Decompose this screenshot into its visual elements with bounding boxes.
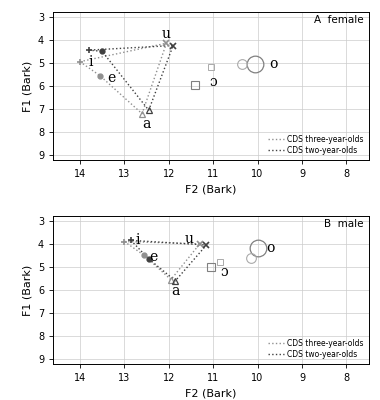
Text: u: u [162,27,171,41]
Text: a: a [171,284,179,298]
Legend: CDS three-year-olds, CDS two-year-olds: CDS three-year-olds, CDS two-year-olds [267,133,365,156]
Text: ɔ: ɔ [209,76,217,90]
Text: ɔ: ɔ [220,264,228,278]
Text: i: i [135,233,140,247]
Legend: CDS three-year-olds, CDS two-year-olds: CDS three-year-olds, CDS two-year-olds [267,337,365,360]
Text: a: a [142,117,151,131]
X-axis label: F2 (Bark): F2 (Bark) [185,184,237,194]
Text: o: o [269,57,277,71]
Y-axis label: F1 (Bark): F1 (Bark) [22,264,32,316]
Text: i: i [89,55,93,69]
Text: B  male: B male [325,219,364,229]
X-axis label: F2 (Bark): F2 (Bark) [185,388,237,398]
Text: e: e [149,250,157,264]
Text: e: e [107,71,115,85]
Text: A  female: A female [314,15,364,25]
Y-axis label: F1 (Bark): F1 (Bark) [22,60,32,112]
Text: u: u [184,232,193,246]
Text: o: o [267,242,275,256]
